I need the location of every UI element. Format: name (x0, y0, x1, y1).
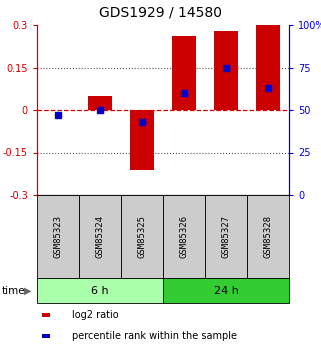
Bar (205, 195, 247, 278)
Text: GDS1929 / 14580: GDS1929 / 14580 (99, 6, 222, 20)
Text: percentile rank within the sample: percentile rank within the sample (72, 331, 237, 341)
Bar (79, 195, 121, 278)
Text: GSM85328: GSM85328 (264, 215, 273, 258)
Bar (121, 195, 163, 278)
Bar (42, 334, 50, 338)
Text: GSM85327: GSM85327 (221, 215, 230, 258)
Bar (37, 195, 79, 278)
Bar (163, 195, 205, 278)
Bar (130, 110, 153, 169)
Text: GSM85326: GSM85326 (179, 215, 188, 258)
Text: time: time (2, 286, 25, 296)
Text: GSM85324: GSM85324 (96, 215, 105, 258)
Bar (172, 36, 195, 110)
Text: GSM85323: GSM85323 (54, 215, 63, 258)
Bar (89, 96, 112, 110)
Text: ▶: ▶ (24, 286, 32, 296)
Text: 24 h: 24 h (213, 286, 239, 296)
Text: GSM85325: GSM85325 (137, 215, 146, 258)
Bar (37, 278, 163, 303)
Bar (214, 31, 238, 110)
Bar (42, 313, 50, 317)
Text: log2 ratio: log2 ratio (72, 310, 119, 320)
Bar (163, 278, 289, 303)
Text: 6 h: 6 h (91, 286, 109, 296)
Bar (247, 195, 289, 278)
Bar (256, 25, 280, 110)
